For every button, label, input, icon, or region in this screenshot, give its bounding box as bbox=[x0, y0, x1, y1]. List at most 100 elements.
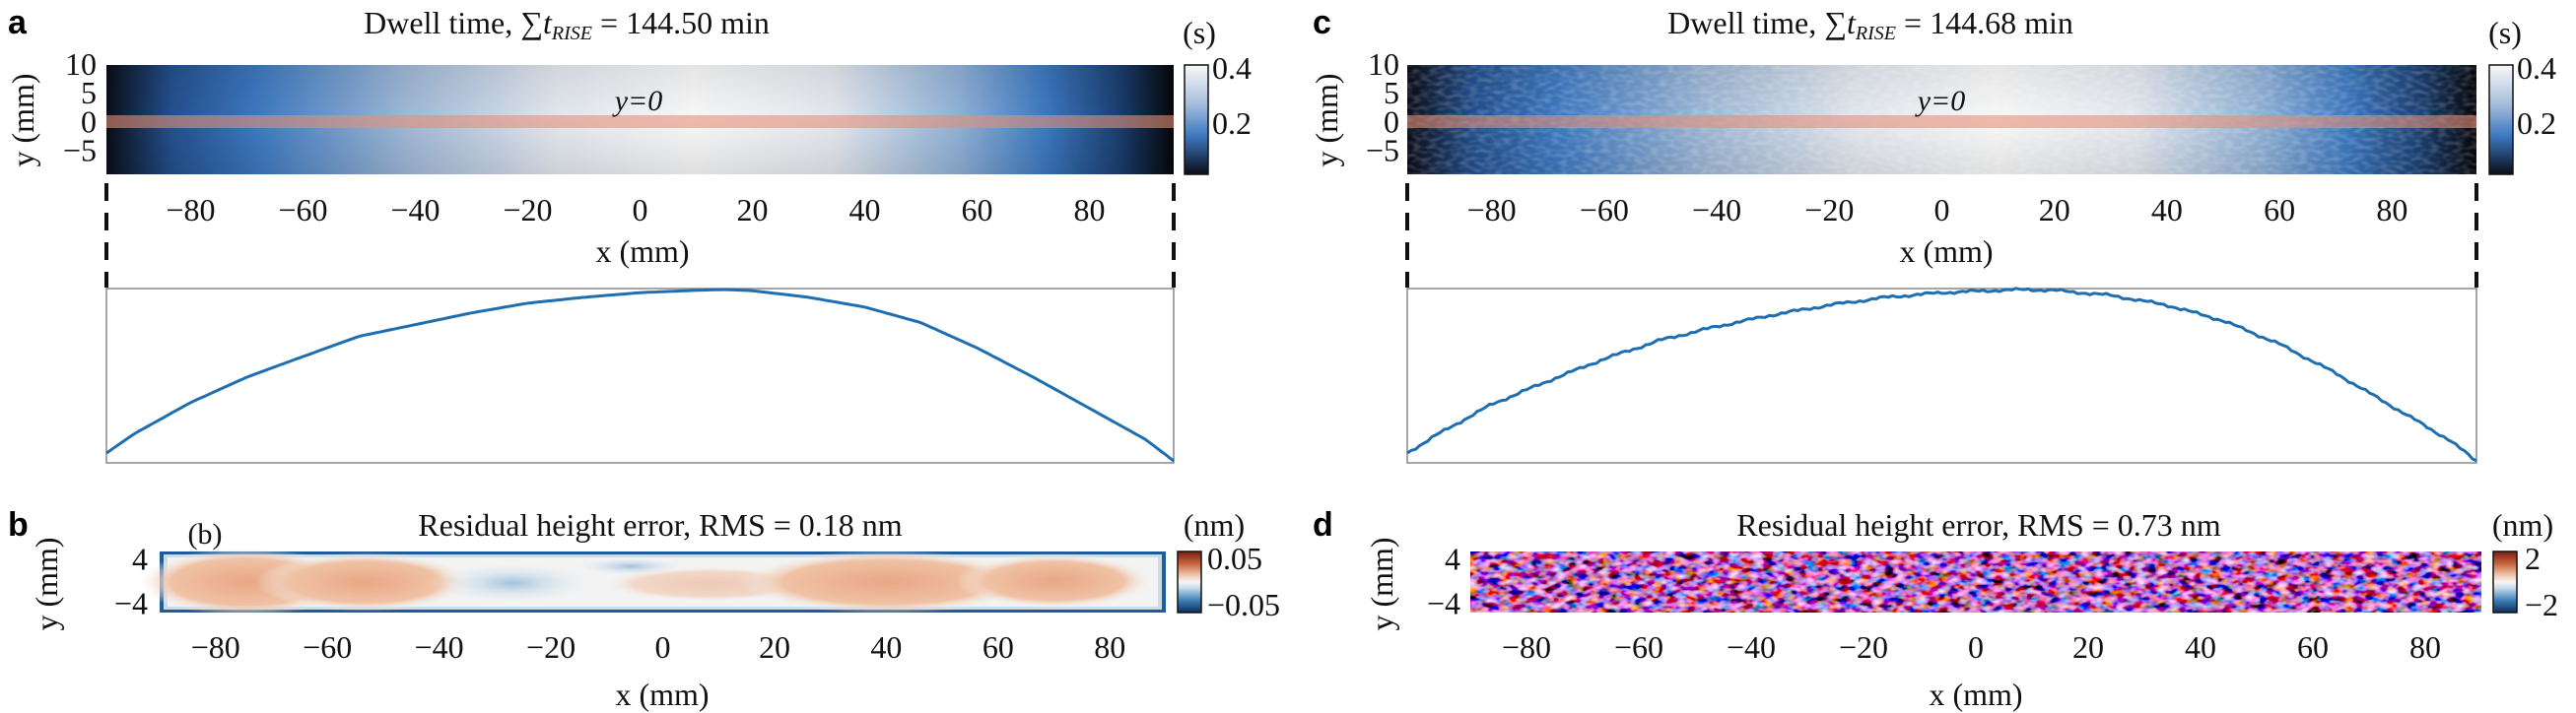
yticks-b: 4−4 bbox=[114, 541, 148, 620]
xtick-b-7: 60 bbox=[983, 629, 1014, 665]
ytick-a-2: 0 bbox=[81, 103, 97, 139]
xtick-c-6: 40 bbox=[2151, 192, 2183, 227]
xtick-d-1: −60 bbox=[1614, 629, 1663, 665]
xtick-c-4: 0 bbox=[1934, 192, 1950, 227]
panel-letter-b: b bbox=[8, 506, 29, 544]
xtick-d-7: 60 bbox=[2297, 629, 2329, 665]
xtick-c-3: −20 bbox=[1804, 192, 1854, 227]
colorbar-tick-c-0: 0.4 bbox=[2517, 50, 2556, 86]
xtick-d-4: 0 bbox=[1968, 629, 1984, 665]
ytick-a-3: −5 bbox=[63, 133, 97, 168]
xlabel-c: x (mm) bbox=[1899, 233, 1993, 269]
panel-c: c Dwell time, ∑tRISE = 144.68 min (s) y=… bbox=[1309, 4, 2556, 464]
xtick-b-5: 20 bbox=[759, 629, 790, 665]
ytick-a-1: 5 bbox=[81, 75, 97, 110]
y0-label-a: y=0 bbox=[612, 85, 663, 117]
xtick-b-1: −60 bbox=[303, 629, 352, 665]
xlabel-b: x (mm) bbox=[615, 677, 709, 712]
xtick-b-2: −40 bbox=[415, 629, 464, 665]
profile-line-c bbox=[1406, 287, 2477, 463]
colorbar-b bbox=[1177, 551, 1202, 614]
xlabel-d: x (mm) bbox=[1929, 677, 2022, 712]
xticks-d: −80 −60 −40 −20 0 20 40 60 80 bbox=[1502, 629, 2441, 665]
xtick-c-0: −80 bbox=[1467, 192, 1517, 227]
xtick-b-0: −80 bbox=[191, 629, 240, 665]
xtick-c-1: −60 bbox=[1580, 192, 1629, 227]
xtick-a-1: −60 bbox=[278, 192, 327, 227]
xtick-b-4: 0 bbox=[655, 629, 671, 665]
xtick-c-7: 60 bbox=[2264, 192, 2295, 227]
colorbar-unit-b: (nm) bbox=[1184, 507, 1245, 543]
ytick-a-0: 10 bbox=[65, 46, 97, 82]
ytick-c-2: 0 bbox=[1384, 103, 1399, 139]
xtick-d-6: 40 bbox=[2185, 629, 2216, 665]
residual-heatmap-d bbox=[1470, 551, 2481, 613]
ytick-c-3: −5 bbox=[1366, 133, 1399, 168]
ylabel-a: y (mm) bbox=[5, 73, 40, 166]
colorbar-unit-c: (s) bbox=[2488, 15, 2522, 50]
panel-letter-a: a bbox=[8, 4, 28, 41]
dwell-title-c: Dwell time, ∑tRISE = 144.68 min bbox=[1667, 5, 2073, 44]
colorbar-tick-b-0: 0.05 bbox=[1207, 541, 1262, 576]
panel-letter-d: d bbox=[1313, 506, 1333, 544]
xticks-a: −80 −60 −40 −20 0 20 40 60 80 bbox=[166, 192, 1105, 227]
colorbar-tick-b-1: −0.05 bbox=[1207, 587, 1280, 622]
residual-title-d: Residual height error, RMS = 0.73 nm bbox=[1736, 507, 2221, 543]
xtick-a-3: −20 bbox=[503, 192, 552, 227]
colorbar-unit-d: (nm) bbox=[2492, 507, 2553, 543]
ylabel-b: y (mm) bbox=[29, 537, 64, 630]
y0-stripe-a bbox=[106, 115, 1174, 128]
xtick-d-0: −80 bbox=[1502, 629, 1551, 665]
xtick-b-8: 80 bbox=[1094, 629, 1125, 665]
yticks-d: 4−4 bbox=[1427, 541, 1460, 620]
xtick-c-8: 80 bbox=[2376, 192, 2407, 227]
xtick-a-4: 0 bbox=[633, 192, 648, 227]
colorbar-tick-d-1: −2 bbox=[2525, 587, 2558, 622]
profile-box-a bbox=[105, 288, 1175, 464]
ylabel-c: y (mm) bbox=[1309, 73, 1344, 166]
xtick-d-2: −40 bbox=[1727, 629, 1776, 665]
inset-label-b: (b) bbox=[188, 518, 223, 551]
ytick-c-1: 5 bbox=[1384, 75, 1399, 110]
residual-title-b: Residual height error, RMS = 0.18 nm bbox=[418, 507, 903, 543]
ytick-b-1: −4 bbox=[114, 586, 148, 621]
colorbar-tick-c-1: 0.2 bbox=[2517, 105, 2556, 141]
colorbar-c bbox=[2488, 64, 2514, 175]
xtick-d-8: 80 bbox=[2409, 629, 2441, 665]
xtick-b-3: −20 bbox=[526, 629, 576, 665]
colorbar-tick-a-0: 0.4 bbox=[1212, 50, 1252, 86]
xlabel-a: x (mm) bbox=[595, 233, 689, 269]
colorbar-unit-a: (s) bbox=[1183, 15, 1216, 50]
panel-letter-c: c bbox=[1313, 4, 1331, 41]
residual-heatmap-b bbox=[138, 549, 1166, 616]
y0-label-c: y=0 bbox=[1915, 85, 1966, 117]
xtick-c-2: −40 bbox=[1692, 192, 1741, 227]
dwell-title-a: Dwell time, ∑tRISE = 144.50 min bbox=[364, 5, 770, 44]
ytick-d-0: 4 bbox=[1445, 541, 1460, 576]
panel-a: a Dwell time, ∑tRISE = 144.50 min (s) y=… bbox=[5, 4, 1252, 464]
ytick-c-0: 10 bbox=[1368, 46, 1399, 82]
xtick-a-0: −80 bbox=[166, 192, 215, 227]
panel-d: d Residual height error, RMS = 0.73 nm (… bbox=[1313, 506, 2558, 712]
xtick-a-2: −40 bbox=[390, 192, 440, 227]
xtick-a-8: 80 bbox=[1074, 192, 1106, 227]
xticks-b: −80 −60 −40 −20 0 20 40 60 80 bbox=[191, 629, 1126, 665]
colorbar-a bbox=[1184, 64, 1209, 175]
panel-b: b Residual height error, RMS = 0.18 nm (… bbox=[8, 506, 1280, 712]
ylabel-d: y (mm) bbox=[1364, 537, 1399, 630]
ytick-b-0: 4 bbox=[132, 541, 148, 576]
xtick-a-5: 20 bbox=[737, 192, 769, 227]
profile-line-a bbox=[105, 288, 1175, 463]
xtick-d-3: −20 bbox=[1839, 629, 1888, 665]
xtick-c-5: 20 bbox=[2039, 192, 2070, 227]
xticks-c: −80 −60 −40 −20 0 20 40 60 80 bbox=[1467, 192, 2408, 227]
colorbar-d bbox=[2492, 551, 2518, 614]
colorbar-tick-d-0: 2 bbox=[2525, 541, 2541, 576]
xtick-a-7: 60 bbox=[962, 192, 993, 227]
y0-stripe-c bbox=[1407, 115, 2476, 128]
profile-box-c bbox=[1406, 288, 2477, 464]
xtick-b-6: 40 bbox=[870, 629, 902, 665]
